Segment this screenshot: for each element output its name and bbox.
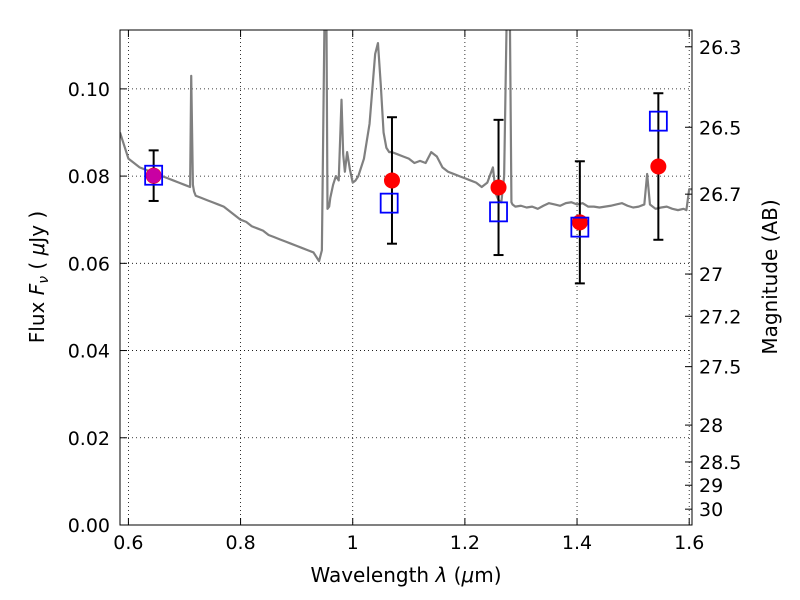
y-tick-label: 0.06 [68,253,110,275]
y2-tick-label: 28.5 [699,452,741,474]
observed-flux-point [650,158,667,175]
y2-tick-label: 26.3 [699,37,741,59]
y2-axis-title: Magnitude (AB) [758,199,782,354]
markers [144,92,668,285]
x-tick-label: 0.6 [113,532,143,554]
x-tick-label: 1 [347,532,359,554]
y2-tick-label: 27 [699,264,723,286]
model-flux-square [144,164,164,186]
model-flux-square [570,216,590,238]
y2-tick-label: 26.5 [699,117,741,139]
y2-tick-label: 27.5 [699,357,741,379]
ticks: 0.6 0.8 1 1.2 1.4 1.6 0.00 0.02 0.04 0.06 0.08 0.10… [68,30,741,554]
observed-flux-point [383,172,400,189]
x-tick-label: 1.6 [674,532,704,554]
y-tick-label: 0.08 [68,166,110,188]
y-tick-label: 0.10 [68,79,110,101]
plot-frame [119,29,693,526]
y-tick-label: 0.04 [68,341,110,363]
y2-tick-label: 26.7 [699,184,741,206]
x-tick-label: 0.8 [225,532,255,554]
x-tick-label: 1.2 [450,532,480,554]
y2-tick-label: 30 [699,499,723,521]
model-flux-square [379,192,399,214]
y-tick-label: 0.02 [68,428,110,450]
observed-flux-point [490,179,507,196]
x-axis-title: Wavelength λ (μm) [310,563,501,587]
x-tick-label: 1.4 [562,532,592,554]
overlap-marker [146,168,162,184]
y-axis-title: Flux Fν ( μJy ) [25,211,52,343]
model-flux-square [648,110,668,132]
model-spectrum-line [120,30,692,263]
y2-tick-label: 28 [699,415,723,437]
plot-area [120,30,692,263]
y-tick-label: 0.00 [68,515,110,537]
y2-tick-label: 27.2 [699,306,741,328]
y2-tick-label: 29 [699,475,723,497]
model-flux-square [489,201,508,223]
